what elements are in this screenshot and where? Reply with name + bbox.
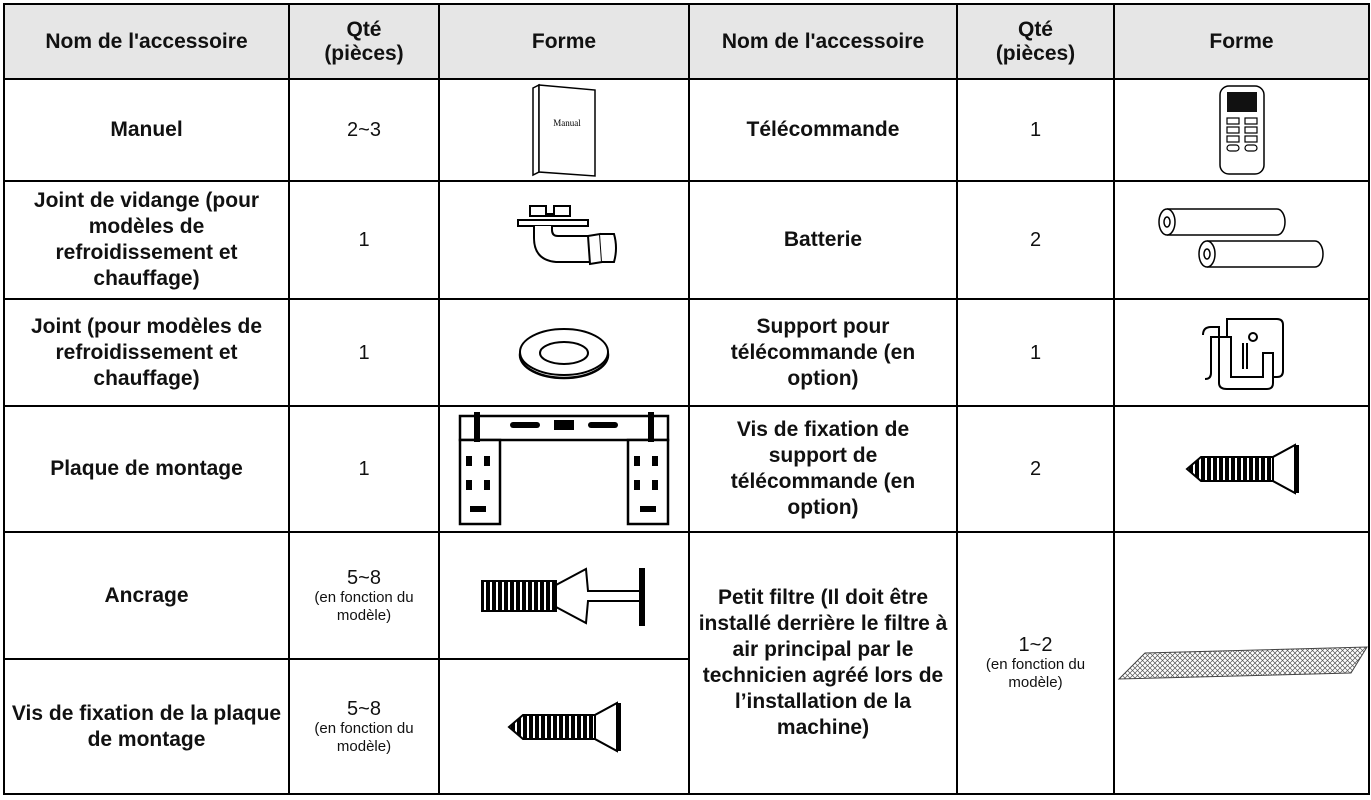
name-cell: Vis de fixation de support de télécomman… xyxy=(688,405,958,533)
qty-cell: 5~8 (en fonction du modèle) xyxy=(288,531,440,660)
shape-cell xyxy=(1113,180,1370,300)
shape-cell xyxy=(438,298,690,407)
mounting-plate-icon xyxy=(458,412,670,526)
qty-cell: 1 xyxy=(288,298,440,407)
qty-cell: 1 xyxy=(956,298,1115,407)
header-cell: Forme xyxy=(438,3,690,80)
gasket-icon xyxy=(518,327,610,379)
shape-cell xyxy=(1113,531,1370,795)
qty-cell: 5~8 (en fonction du modèle) xyxy=(288,658,440,795)
qty-cell: 2 xyxy=(956,405,1115,533)
row: Manuel 2~3 Manual Télécommande 1 xyxy=(3,78,1370,182)
shape-cell xyxy=(438,180,690,300)
qty-cell: 1 xyxy=(956,78,1115,182)
name-cell: Télécommande xyxy=(688,78,958,182)
filter-icon xyxy=(1117,646,1368,680)
row: Joint (pour modèles de refroidissement e… xyxy=(3,298,1370,407)
remote-icon xyxy=(1218,85,1265,175)
name-cell: Joint (pour modèles de refroidissement e… xyxy=(3,298,290,407)
accessory-table: Nom de l'accessoire Qté (pièces) Forme N… xyxy=(3,3,1370,795)
manual-label: Manual xyxy=(553,118,581,128)
row: Vis de fixation de la plaque de montage … xyxy=(3,658,1369,795)
shape-cell xyxy=(438,405,690,533)
name-cell: Manuel xyxy=(3,78,290,182)
name-cell: Plaque de montage xyxy=(3,405,290,533)
qty: 1~2 xyxy=(1018,634,1053,656)
qty: 5~8 xyxy=(347,697,381,720)
qty-cell: 2 xyxy=(956,180,1115,300)
screw-icon xyxy=(507,700,621,753)
shape-cell xyxy=(1113,298,1370,407)
holder-icon xyxy=(1201,317,1284,390)
anchor-icon xyxy=(481,566,645,626)
header-cell: Nom de l'accessoire xyxy=(3,3,290,80)
name-cell: Support pour télécommande (en option) xyxy=(688,298,958,407)
shape-cell xyxy=(1113,78,1370,182)
row: Ancrage 5~8 (en fonction du modèle) Petit… xyxy=(3,531,1370,795)
header-cell: Qté (pièces) xyxy=(288,3,440,80)
name-cell: Batterie xyxy=(688,180,958,300)
drain-joint-icon xyxy=(517,205,617,266)
manual-icon: Manual xyxy=(532,83,596,177)
screw-icon xyxy=(1184,443,1299,495)
name-cell: Petit filtre (Il doit être installé derr… xyxy=(688,531,958,795)
row: Plaque de montage 1 xyxy=(3,405,1370,533)
qty-note: (en fonction du modèle) xyxy=(314,719,414,755)
header-cell: Qté (pièces) xyxy=(956,3,1115,80)
header-cell: Nom de l'accessoire xyxy=(688,3,958,80)
qty: 5~8 xyxy=(347,566,381,589)
name-cell: Ancrage xyxy=(3,531,290,660)
header-row: Nom de l'accessoire Qté (pièces) Forme N… xyxy=(3,3,1370,80)
shape-cell xyxy=(438,658,690,795)
row: Joint de vidange (pour modèles de refroi… xyxy=(3,180,1370,300)
qty-note: (en fonction du modèle) xyxy=(985,656,1086,691)
shape-cell xyxy=(438,531,690,660)
name-cell: Joint de vidange (pour modèles de refroi… xyxy=(3,180,290,300)
shape-cell xyxy=(1113,405,1370,533)
qty-cell: 1~2 (en fonction du modèle) xyxy=(956,531,1115,795)
qty-cell: 1 xyxy=(288,180,440,300)
qty-note: (en fonction du modèle) xyxy=(314,588,414,624)
qty-cell: 1 xyxy=(288,405,440,533)
header-cell: Forme xyxy=(1113,3,1370,80)
battery-icon xyxy=(1157,208,1324,268)
qty-cell: 2~3 xyxy=(288,78,440,182)
shape-cell: Manual xyxy=(438,78,690,182)
name-cell: Vis de fixation de la plaque de montage xyxy=(3,658,290,795)
